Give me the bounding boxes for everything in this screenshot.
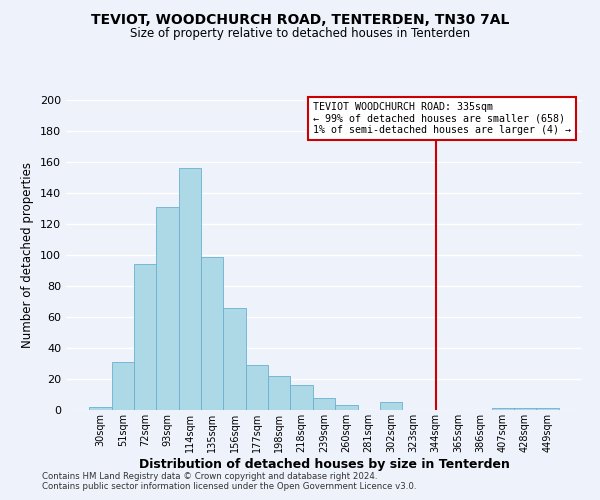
Text: Contains public sector information licensed under the Open Government Licence v3: Contains public sector information licen… bbox=[42, 482, 416, 491]
Bar bbox=[201, 256, 223, 410]
Bar bbox=[380, 402, 402, 410]
Text: Contains HM Land Registry data © Crown copyright and database right 2024.: Contains HM Land Registry data © Crown c… bbox=[42, 472, 377, 481]
Text: TEVIOT WOODCHURCH ROAD: 335sqm
← 99% of detached houses are smaller (658)
1% of : TEVIOT WOODCHURCH ROAD: 335sqm ← 99% of … bbox=[313, 102, 571, 134]
Bar bbox=[223, 308, 246, 410]
Bar bbox=[290, 385, 313, 410]
Bar bbox=[157, 207, 179, 410]
Bar bbox=[491, 408, 514, 410]
Bar bbox=[134, 264, 157, 410]
Bar bbox=[246, 365, 268, 410]
Bar bbox=[89, 407, 112, 410]
Bar bbox=[335, 406, 358, 410]
Text: TEVIOT, WOODCHURCH ROAD, TENTERDEN, TN30 7AL: TEVIOT, WOODCHURCH ROAD, TENTERDEN, TN30… bbox=[91, 12, 509, 26]
Y-axis label: Number of detached properties: Number of detached properties bbox=[22, 162, 34, 348]
Bar bbox=[268, 376, 290, 410]
Bar bbox=[313, 398, 335, 410]
Bar bbox=[536, 408, 559, 410]
Bar bbox=[179, 168, 201, 410]
Bar bbox=[514, 408, 536, 410]
Text: Size of property relative to detached houses in Tenterden: Size of property relative to detached ho… bbox=[130, 28, 470, 40]
Bar bbox=[112, 362, 134, 410]
X-axis label: Distribution of detached houses by size in Tenterden: Distribution of detached houses by size … bbox=[139, 458, 509, 470]
